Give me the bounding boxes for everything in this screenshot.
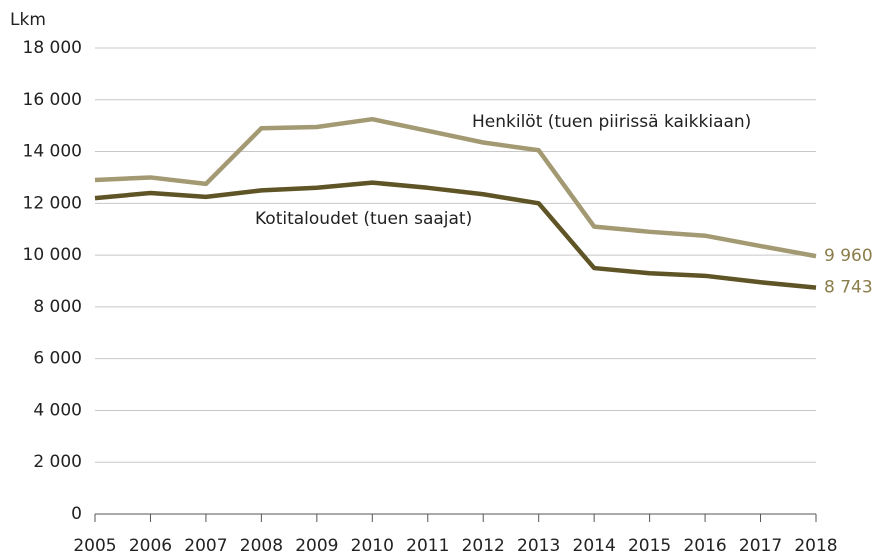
value-label: 9 960 xyxy=(824,246,873,266)
y-tick-label: 8 000 xyxy=(33,297,82,317)
y-tick-label: 10 000 xyxy=(23,245,82,265)
y-axis-label: Lkm xyxy=(10,10,46,30)
x-tick-label: 2011 xyxy=(406,536,449,556)
series-line xyxy=(94,116,817,259)
y-tick-label: 12 000 xyxy=(23,193,82,213)
series-label: Kotitaloudet (tuen saajat) xyxy=(255,209,472,229)
y-tick-label: 6 000 xyxy=(33,349,82,369)
x-tick-label: 2016 xyxy=(683,536,726,556)
x-tick-label: 2018 xyxy=(794,536,837,556)
x-tick-label: 2007 xyxy=(184,536,227,556)
x-tick-label: 2015 xyxy=(628,536,671,556)
y-tick-label: 2 000 xyxy=(33,452,82,472)
x-tick-label: 2005 xyxy=(73,536,116,556)
x-tick-label: 2014 xyxy=(573,536,616,556)
x-tick-label: 2017 xyxy=(739,536,782,556)
x-tick-label: 2012 xyxy=(462,536,505,556)
x-tick-label: 2013 xyxy=(517,536,560,556)
series-label: Henkilöt (tuen piirissä kaikkiaan) xyxy=(472,112,751,132)
x-tick-label: 2006 xyxy=(129,536,172,556)
x-tick-label: 2008 xyxy=(240,536,283,556)
y-tick-label: 16 000 xyxy=(23,90,82,110)
x-tick-label: 2010 xyxy=(351,536,394,556)
y-tick-label: 0 xyxy=(71,504,82,524)
series-line xyxy=(94,180,817,290)
x-tick-label: 2009 xyxy=(295,536,338,556)
value-label: 8 743 xyxy=(824,278,873,298)
y-tick-label: 4 000 xyxy=(33,400,82,420)
y-tick-label: 14 000 xyxy=(23,142,82,162)
y-tick-label: 18 000 xyxy=(23,38,82,58)
